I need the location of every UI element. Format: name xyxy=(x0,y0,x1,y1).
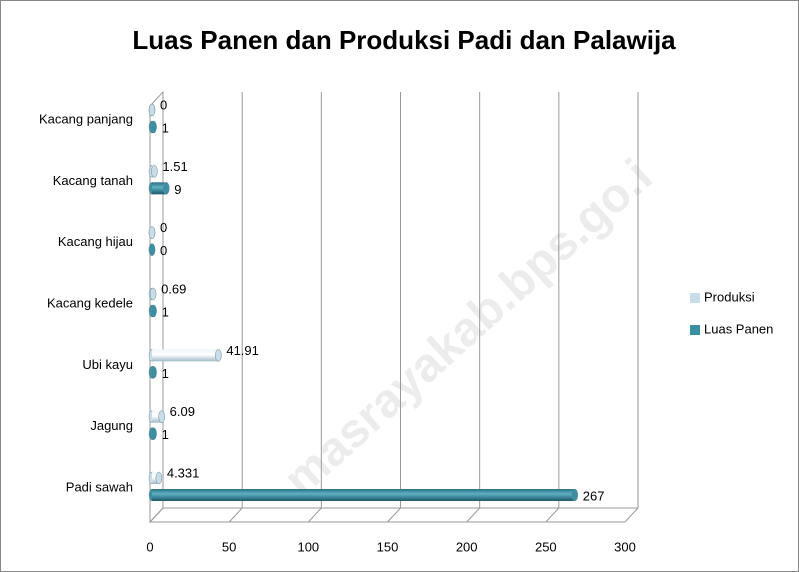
bar-cap xyxy=(148,226,156,239)
legend-label: Luas Panen xyxy=(704,321,773,336)
bar-cap xyxy=(158,410,165,423)
chart-title: Luas Panen dan Produksi Padi dan Palawij… xyxy=(132,25,676,55)
data-label: 0 xyxy=(160,243,167,258)
bar xyxy=(152,182,167,195)
bar-cap xyxy=(150,366,157,379)
y-tick-label: Padi sawah xyxy=(66,479,133,494)
data-label: 1 xyxy=(162,304,169,319)
data-label: 0 xyxy=(160,97,167,112)
data-label: 6.09 xyxy=(170,404,195,419)
legend-swatch xyxy=(690,325,700,335)
grid-floor xyxy=(545,507,560,523)
data-label: 267 xyxy=(583,488,605,503)
bar xyxy=(152,349,219,362)
grid-floor xyxy=(307,507,322,523)
bar-cap xyxy=(150,304,157,318)
data-label: 1.51 xyxy=(162,159,187,174)
y-tick-label: Kacang panjang xyxy=(39,111,133,126)
data-label: 9 xyxy=(174,182,181,197)
bar-cap xyxy=(148,243,156,256)
bar-cap xyxy=(215,349,222,362)
data-label: 0.69 xyxy=(161,281,186,296)
x-tick-label: 200 xyxy=(456,539,478,554)
x-tick-label: 150 xyxy=(377,539,399,554)
bar-cap xyxy=(148,103,156,117)
bar xyxy=(152,472,159,484)
data-label: 1 xyxy=(162,427,169,442)
y-tick-label: Kacang tanah xyxy=(53,173,133,188)
grid-floor xyxy=(624,507,639,523)
bar xyxy=(152,410,162,423)
bar-cap xyxy=(163,182,170,195)
x-tick-label: 50 xyxy=(222,539,236,554)
bar xyxy=(152,489,575,501)
x-tick-label: 250 xyxy=(535,539,557,554)
data-label: 4.331 xyxy=(167,465,200,480)
bar-cap xyxy=(149,287,157,301)
grid-floor xyxy=(228,507,243,523)
y-tick-label: Jagung xyxy=(90,418,133,433)
grid-floor xyxy=(149,507,164,523)
bar-cap xyxy=(155,471,163,485)
x-tick-label: 300 xyxy=(614,539,636,554)
legend-swatch xyxy=(690,293,700,303)
grid-floor xyxy=(466,507,481,523)
x-tick-label: 100 xyxy=(297,539,319,554)
bar-cap xyxy=(151,165,158,178)
bar-cap xyxy=(150,427,157,440)
bar-cap xyxy=(571,488,578,502)
data-label: 41.91 xyxy=(226,343,259,358)
data-label: 1 xyxy=(162,366,169,381)
data-label: 1 xyxy=(162,120,169,135)
y-tick-label: Kacang kedele xyxy=(47,295,133,310)
bar-cap xyxy=(150,120,157,134)
grid-floor xyxy=(387,507,401,523)
x-tick-label: 0 xyxy=(146,539,153,554)
y-tick-label: Ubi kayu xyxy=(82,357,133,372)
data-label: 0 xyxy=(160,220,167,235)
legend-label: Produksi xyxy=(704,289,755,304)
y-tick-label: Kacang hijau xyxy=(58,234,133,249)
